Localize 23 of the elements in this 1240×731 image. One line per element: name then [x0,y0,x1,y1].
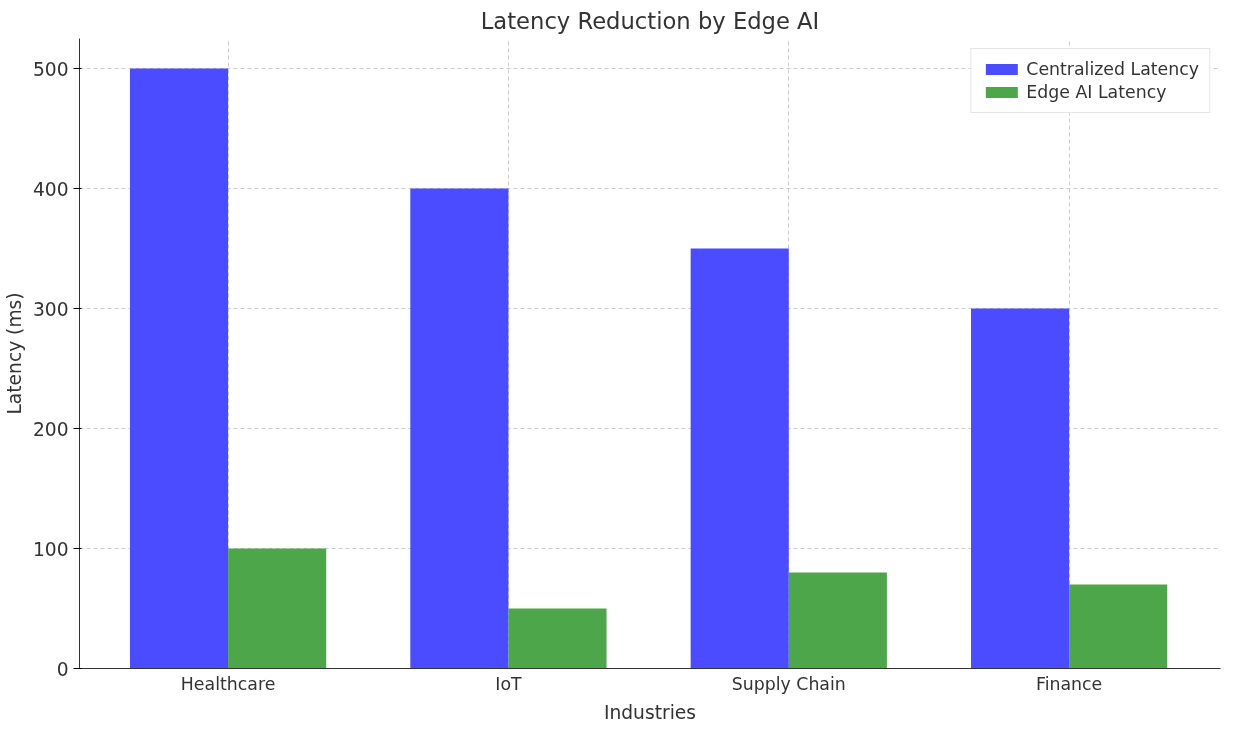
y-tick-label: 0 [56,658,69,680]
bar [129,68,229,669]
x-tick-label: Healthcare [180,673,276,694]
bar [690,248,789,669]
y-tick-label: 500 [32,58,69,80]
bar [508,608,607,669]
legend-label: Centralized Latency [1026,59,1199,79]
bar [788,572,887,669]
x-tick-label: IoT [495,673,522,694]
bar [410,188,509,669]
bar [1069,584,1168,669]
y-axis-title: Latency (ms) [3,292,25,415]
bar [228,548,327,669]
y-tick-label: 100 [32,538,69,560]
bar [970,308,1070,669]
legend-label: Edge AI Latency [1026,82,1167,102]
x-tick-label: Supply Chain [731,673,846,694]
y-tick-label: 400 [32,178,69,200]
y-tick-label: 300 [32,298,69,320]
x-tick-label: Finance [1035,673,1103,694]
y-tick-label: 200 [32,418,69,440]
x-axis-title: Industries [603,701,697,723]
chart-title: Latency Reduction by Edge AI [480,7,820,34]
